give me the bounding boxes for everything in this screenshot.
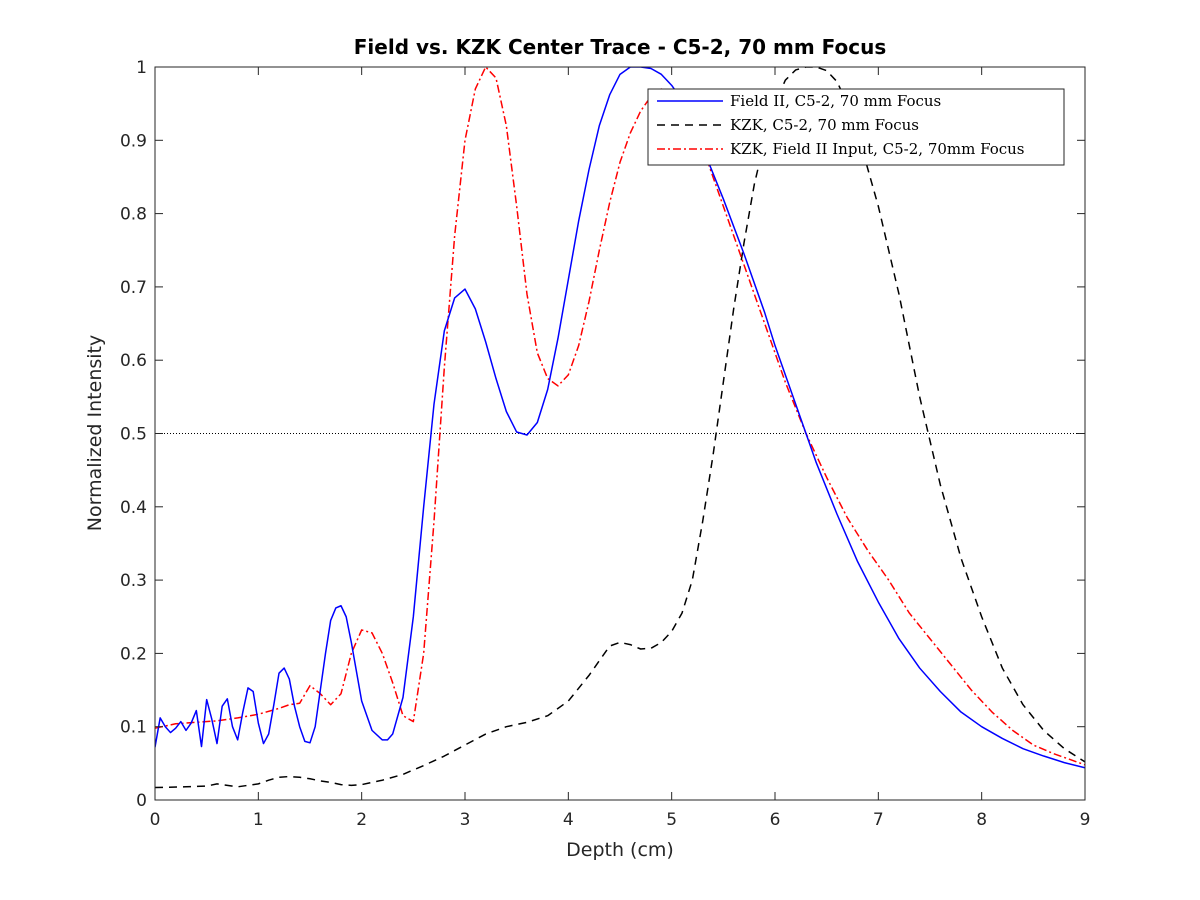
x-tick-label: 8 [976, 810, 987, 830]
legend-label-field-ii: Field II, C5-2, 70 mm Focus [730, 92, 941, 110]
y-tick-label: 0.6 [120, 351, 147, 371]
series-line-kzk [155, 67, 1085, 789]
series-line-kzk-field-ii-input [155, 67, 1085, 766]
y-tick-label: 0 [136, 791, 147, 811]
axes-layer: 0 1 2 3 4 5 6 7 8 9 0 0.1 0.2 0.3 0.4 0.5 0.6 0.7 0.8 0.9 1 [120, 58, 1090, 830]
x-tick-label: 0 [150, 810, 161, 830]
x-tick-label: 1 [253, 810, 264, 830]
x-tick-label: 9 [1080, 810, 1091, 830]
y-tick-label: 0.4 [120, 498, 147, 518]
y-tick-label: 0.9 [120, 131, 147, 151]
x-tick-label: 6 [770, 810, 781, 830]
legend-label-kzk: KZK, C5-2, 70 mm Focus [730, 116, 919, 134]
y-tick-label: 0.1 [120, 718, 147, 738]
y-tick-label: 0.5 [120, 425, 147, 445]
y-tick-label: 0.8 [120, 205, 147, 225]
legend-label-kzk-field-ii-input: KZK, Field II Input, C5-2, 70mm Focus [730, 140, 1025, 158]
x-tick-label: 7 [873, 810, 884, 830]
y-tick-label: 0.2 [120, 644, 147, 664]
x-tick-label: 3 [460, 810, 471, 830]
x-tick-label: 5 [666, 810, 677, 830]
series-layer [155, 67, 1085, 789]
y-axis-label: Normalized Intensity [84, 335, 106, 532]
y-tick-label: 0.7 [120, 278, 147, 298]
chart-title: Field vs. KZK Center Trace - C5-2, 70 mm… [354, 35, 886, 59]
legend: Field II, C5-2, 70 mm Focus KZK, C5-2, 7… [647, 88, 1065, 166]
x-tick-label: 4 [563, 810, 574, 830]
x-axis-label: Depth (cm) [566, 839, 674, 861]
y-tick-label: 0.3 [120, 571, 147, 591]
series-line-field-ii [155, 67, 1085, 769]
y-tick-label: 1 [136, 58, 147, 78]
x-tick-label: 2 [356, 810, 367, 830]
